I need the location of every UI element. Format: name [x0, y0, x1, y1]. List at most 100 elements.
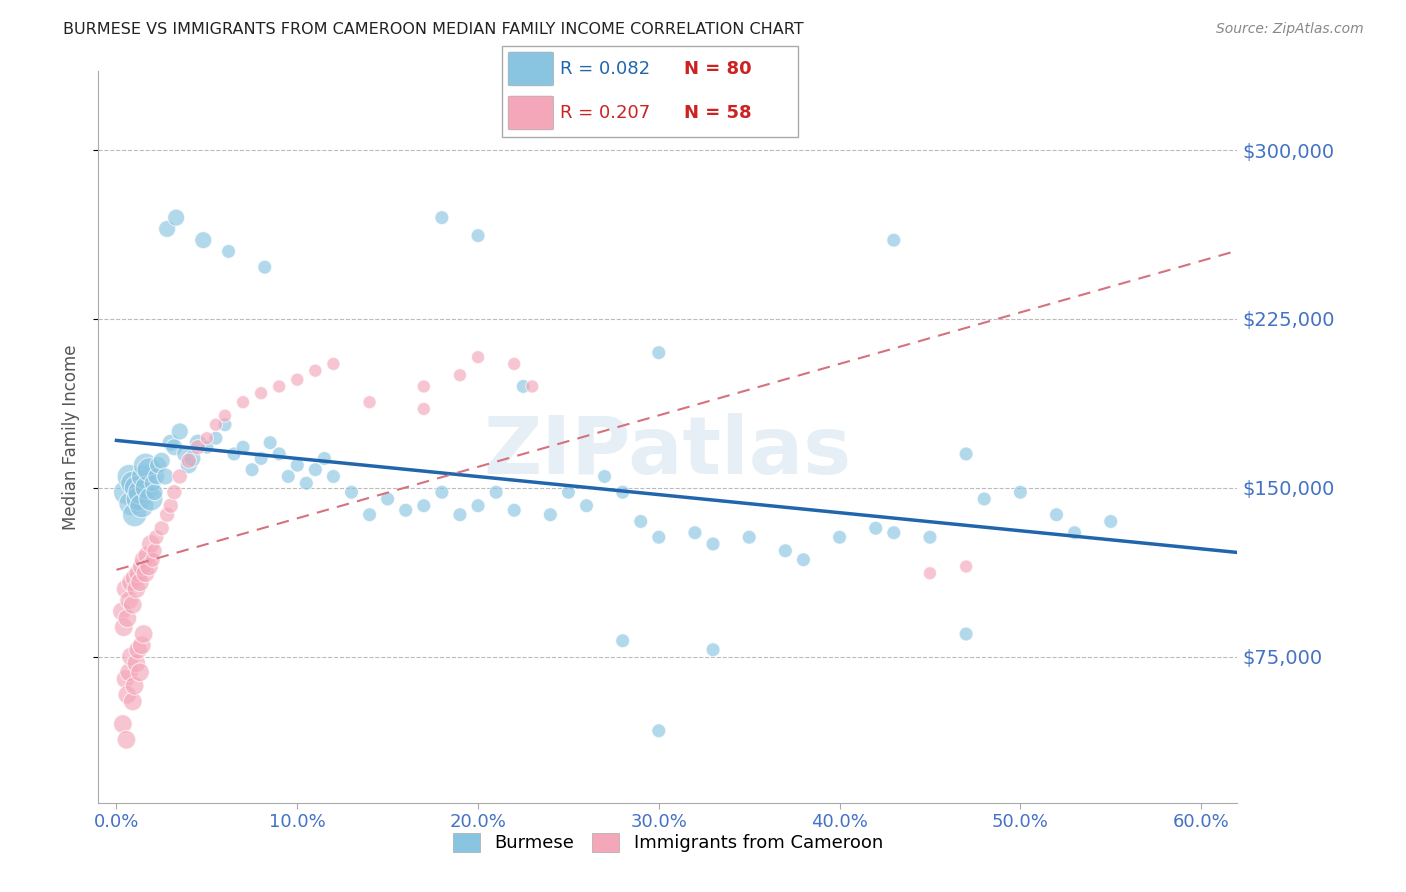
Point: [139, 491, 162, 506]
Point: [702, 537, 724, 551]
Point: [118, 665, 141, 680]
Point: [118, 469, 141, 483]
Point: [163, 485, 186, 500]
Point: [169, 469, 191, 483]
Point: [295, 476, 318, 491]
Point: [285, 373, 308, 387]
Point: [131, 499, 153, 513]
Point: [156, 222, 179, 236]
Point: [322, 469, 344, 483]
Point: [828, 530, 851, 544]
Point: [127, 566, 149, 581]
Point: [195, 431, 218, 445]
Text: R = 0.207: R = 0.207: [560, 104, 650, 122]
Point: [114, 672, 136, 686]
Point: [165, 211, 187, 225]
Point: [118, 593, 141, 607]
Point: [538, 508, 561, 522]
Point: [205, 417, 228, 432]
Point: [155, 469, 177, 483]
Point: [359, 395, 381, 409]
Point: [145, 530, 167, 544]
Point: [340, 485, 363, 500]
FancyBboxPatch shape: [502, 45, 799, 137]
Point: [156, 508, 179, 522]
Point: [232, 440, 254, 454]
Point: [314, 451, 336, 466]
Point: [174, 447, 197, 461]
Point: [503, 357, 526, 371]
Point: [250, 386, 273, 401]
Point: [195, 440, 218, 454]
Point: [449, 508, 471, 522]
Point: [253, 260, 276, 275]
Point: [467, 228, 489, 243]
Point: [120, 649, 142, 664]
Point: [159, 499, 181, 513]
Point: [467, 350, 489, 364]
Point: [138, 463, 160, 477]
Text: Source: ZipAtlas.com: Source: ZipAtlas.com: [1216, 22, 1364, 37]
Point: [120, 575, 142, 590]
Text: N = 80: N = 80: [683, 60, 751, 78]
Point: [111, 605, 134, 619]
Point: [630, 515, 652, 529]
Point: [648, 723, 671, 738]
Point: [132, 553, 155, 567]
Point: [150, 453, 173, 467]
Point: [702, 642, 724, 657]
Point: [412, 401, 434, 416]
Point: [125, 657, 148, 671]
Point: [973, 491, 995, 506]
Text: R = 0.082: R = 0.082: [560, 60, 650, 78]
Point: [648, 345, 671, 359]
Point: [918, 566, 941, 581]
Point: [259, 435, 281, 450]
Point: [143, 543, 166, 558]
Point: [449, 368, 471, 383]
Point: [177, 458, 200, 473]
Point: [240, 463, 263, 477]
Point: [522, 379, 544, 393]
Point: [142, 476, 165, 491]
Point: [181, 451, 204, 466]
Point: [512, 379, 534, 393]
Point: [503, 503, 526, 517]
Point: [150, 521, 173, 535]
Point: [187, 435, 209, 450]
Point: [163, 440, 186, 454]
Point: [250, 451, 273, 466]
Point: [612, 633, 634, 648]
Point: [304, 364, 326, 378]
Point: [883, 525, 905, 540]
Point: [132, 627, 155, 641]
Point: [136, 548, 159, 562]
Point: [557, 485, 579, 500]
Point: [117, 688, 139, 702]
Point: [159, 435, 181, 450]
Point: [145, 469, 167, 483]
Point: [955, 447, 977, 461]
Point: [131, 559, 153, 574]
Point: [120, 496, 142, 510]
Point: [304, 463, 326, 477]
Point: [412, 379, 434, 393]
Point: [139, 537, 162, 551]
Point: [575, 499, 598, 513]
Point: [205, 431, 228, 445]
Point: [117, 611, 139, 625]
Point: [125, 582, 148, 596]
Point: [222, 447, 245, 461]
Point: [214, 409, 236, 423]
Point: [232, 395, 254, 409]
Point: [269, 447, 291, 461]
Point: [121, 476, 143, 491]
Point: [593, 469, 616, 483]
Point: [214, 417, 236, 432]
Point: [412, 499, 434, 513]
Point: [129, 665, 152, 680]
Point: [218, 244, 240, 259]
Point: [127, 642, 149, 657]
Point: [115, 732, 138, 747]
Point: [124, 571, 146, 585]
